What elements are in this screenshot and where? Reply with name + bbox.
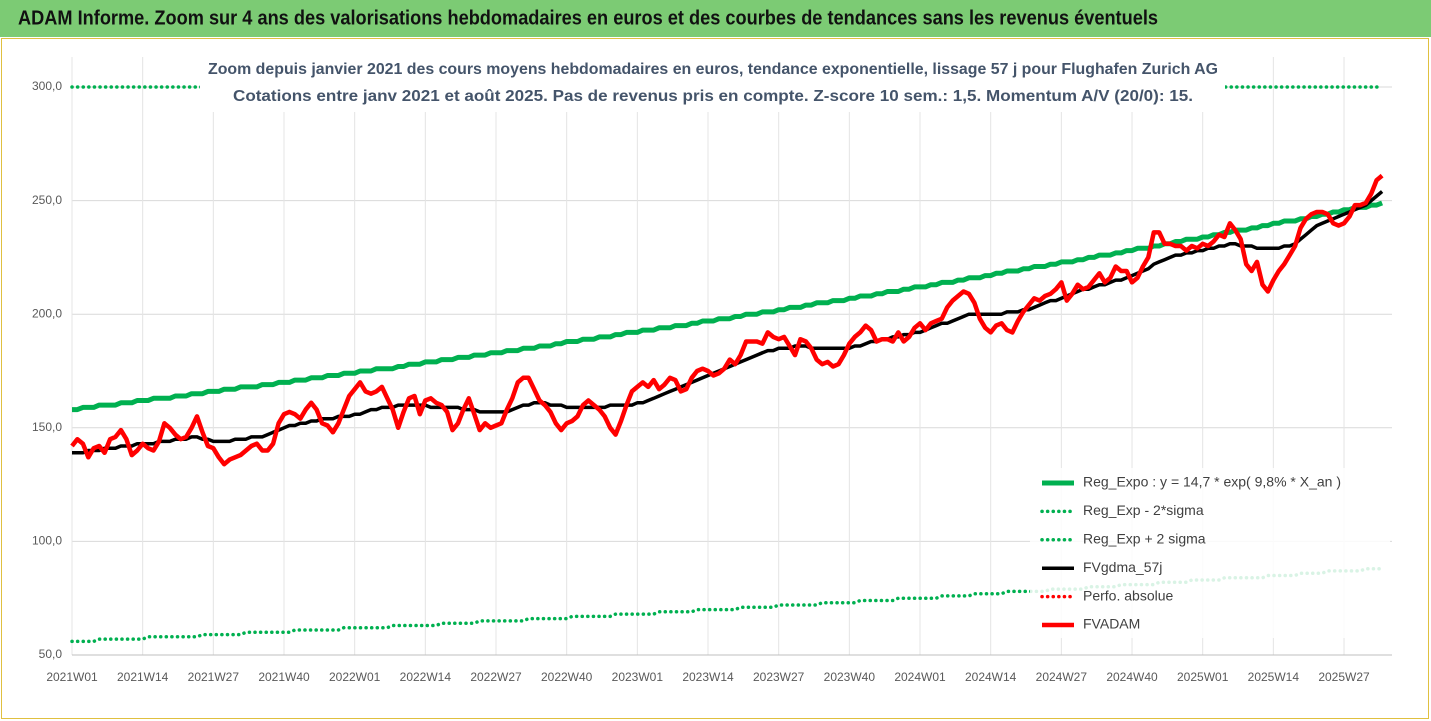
x-tick-label: 2021W27 <box>188 670 240 684</box>
y-tick-label: 250,0 <box>32 193 62 207</box>
series-line <box>70 173 1384 467</box>
y-tick-label: 200,0 <box>32 306 62 320</box>
legend-label: Reg_Exp + 2 sigma <box>1083 531 1206 547</box>
legend-label: FVADAM <box>1083 616 1140 632</box>
x-tick-label: 2023W14 <box>682 670 734 684</box>
chart-subtitle: Cotations entre janv 2021 et août 2025. … <box>233 88 1193 105</box>
x-tick-label: 2025W27 <box>1318 670 1370 684</box>
x-tick-label: 2022W01 <box>329 670 381 684</box>
legend-label: Reg_Expo : y = 14,7 * exp( 9,8% * X_an ) <box>1083 474 1341 490</box>
x-tick-label: 2023W27 <box>753 670 805 684</box>
x-tick-label: 2023W01 <box>612 670 664 684</box>
legend: Reg_Expo : y = 14,7 * exp( 9,8% * X_an )… <box>1030 468 1390 638</box>
x-tick-label: 2024W27 <box>1036 670 1088 684</box>
chart-frame <box>1 38 1429 719</box>
y-tick-label: 50,0 <box>39 647 63 661</box>
x-tick-label: 2022W40 <box>541 670 593 684</box>
x-tick-label: 2023W40 <box>824 670 876 684</box>
x-tick-label: 2024W40 <box>1106 670 1158 684</box>
y-tick-label: 150,0 <box>32 420 62 434</box>
banner <box>0 0 1431 37</box>
x-tick-label: 2024W14 <box>965 670 1017 684</box>
title-box <box>200 52 1225 112</box>
banner-title: ADAM Informe. Zoom sur 4 ans des valoris… <box>18 7 1158 29</box>
x-tick-label: 2021W14 <box>117 670 169 684</box>
legend-label: Reg_Exp - 2*sigma <box>1083 502 1204 518</box>
x-tick-label: 2025W14 <box>1248 670 1300 684</box>
x-tick-label: 2022W14 <box>400 670 452 684</box>
legend-label: FVgdma_57j <box>1083 559 1162 575</box>
grid: 50,0 100,0 150,0 200,0 250,0 300,0 2021W01 2021… <box>32 57 1392 684</box>
chart-title: Zoom depuis janvier 2021 des cours moyen… <box>208 61 1218 78</box>
legend-box <box>1030 468 1390 638</box>
y-tick-label: 100,0 <box>32 534 62 548</box>
x-tick-label: 2022W27 <box>470 670 522 684</box>
x-tick-label: 2024W01 <box>894 670 946 684</box>
x-tick-label: 2021W01 <box>46 670 98 684</box>
x-tick-label: 2025W01 <box>1177 670 1229 684</box>
legend-label: Perfo. absolue <box>1083 587 1173 603</box>
x-tick-label: 2021W40 <box>258 670 310 684</box>
y-tick-label: 300,0 <box>32 79 62 93</box>
